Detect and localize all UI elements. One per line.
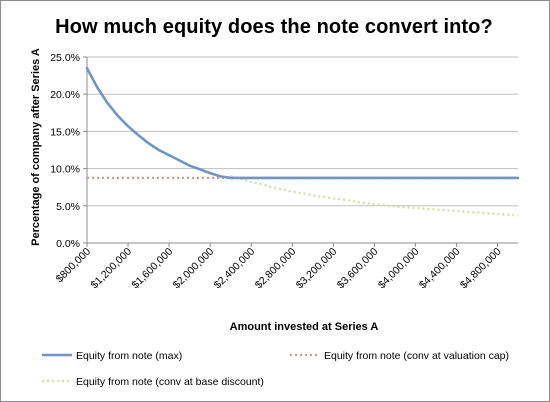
x-tick-label: $800,000 <box>54 246 94 286</box>
y-axis-title: Percentage of company after Series A <box>30 48 42 246</box>
legend-label-2: Equity from note (conv at valuation cap) <box>324 350 509 362</box>
x-tick-label: $3,600,000 <box>335 246 381 292</box>
y-tick-label: 0.0% <box>56 238 80 250</box>
legend-label-1: Equity from note (max) <box>76 350 182 362</box>
x-tick-label: $1,600,000 <box>130 246 176 292</box>
y-tick-label: 10.0% <box>50 164 80 176</box>
series-layer <box>87 68 518 215</box>
x-tick-label: $4,400,000 <box>417 246 463 292</box>
axis-layer <box>83 57 518 247</box>
x-tick-label: $4,000,000 <box>376 246 422 292</box>
legend-label-3: Equity from note (conv at base discount) <box>76 376 264 388</box>
x-tick-label: $2,800,000 <box>253 246 299 292</box>
x-axis-title: Amount invested at Series A <box>230 321 379 333</box>
y-tick-label: 15.0% <box>50 126 80 138</box>
x-tick-label: $2,000,000 <box>171 246 217 292</box>
x-tick-labels: $800,000$1,200,000$1,600,000$2,000,000$2… <box>54 246 504 292</box>
y-tick-labels: 0.0% 5.0% 10.0% 15.0% 20.0% 25.0% <box>50 52 80 250</box>
grid-layer <box>87 57 518 206</box>
x-tick-label: $1,200,000 <box>89 246 135 292</box>
series-line-1 <box>87 68 518 178</box>
x-tick-label: $2,400,000 <box>212 246 258 292</box>
x-tick-label: $3,200,000 <box>294 246 340 292</box>
x-tick-label: $4,800,000 <box>458 246 504 292</box>
legend: Equity from note (max) Equity from note (… <box>42 350 509 388</box>
series-line-3 <box>231 176 518 216</box>
y-tick-label: 20.0% <box>50 89 80 101</box>
y-tick-label: 25.0% <box>50 52 80 64</box>
y-tick-label: 5.0% <box>56 201 80 213</box>
